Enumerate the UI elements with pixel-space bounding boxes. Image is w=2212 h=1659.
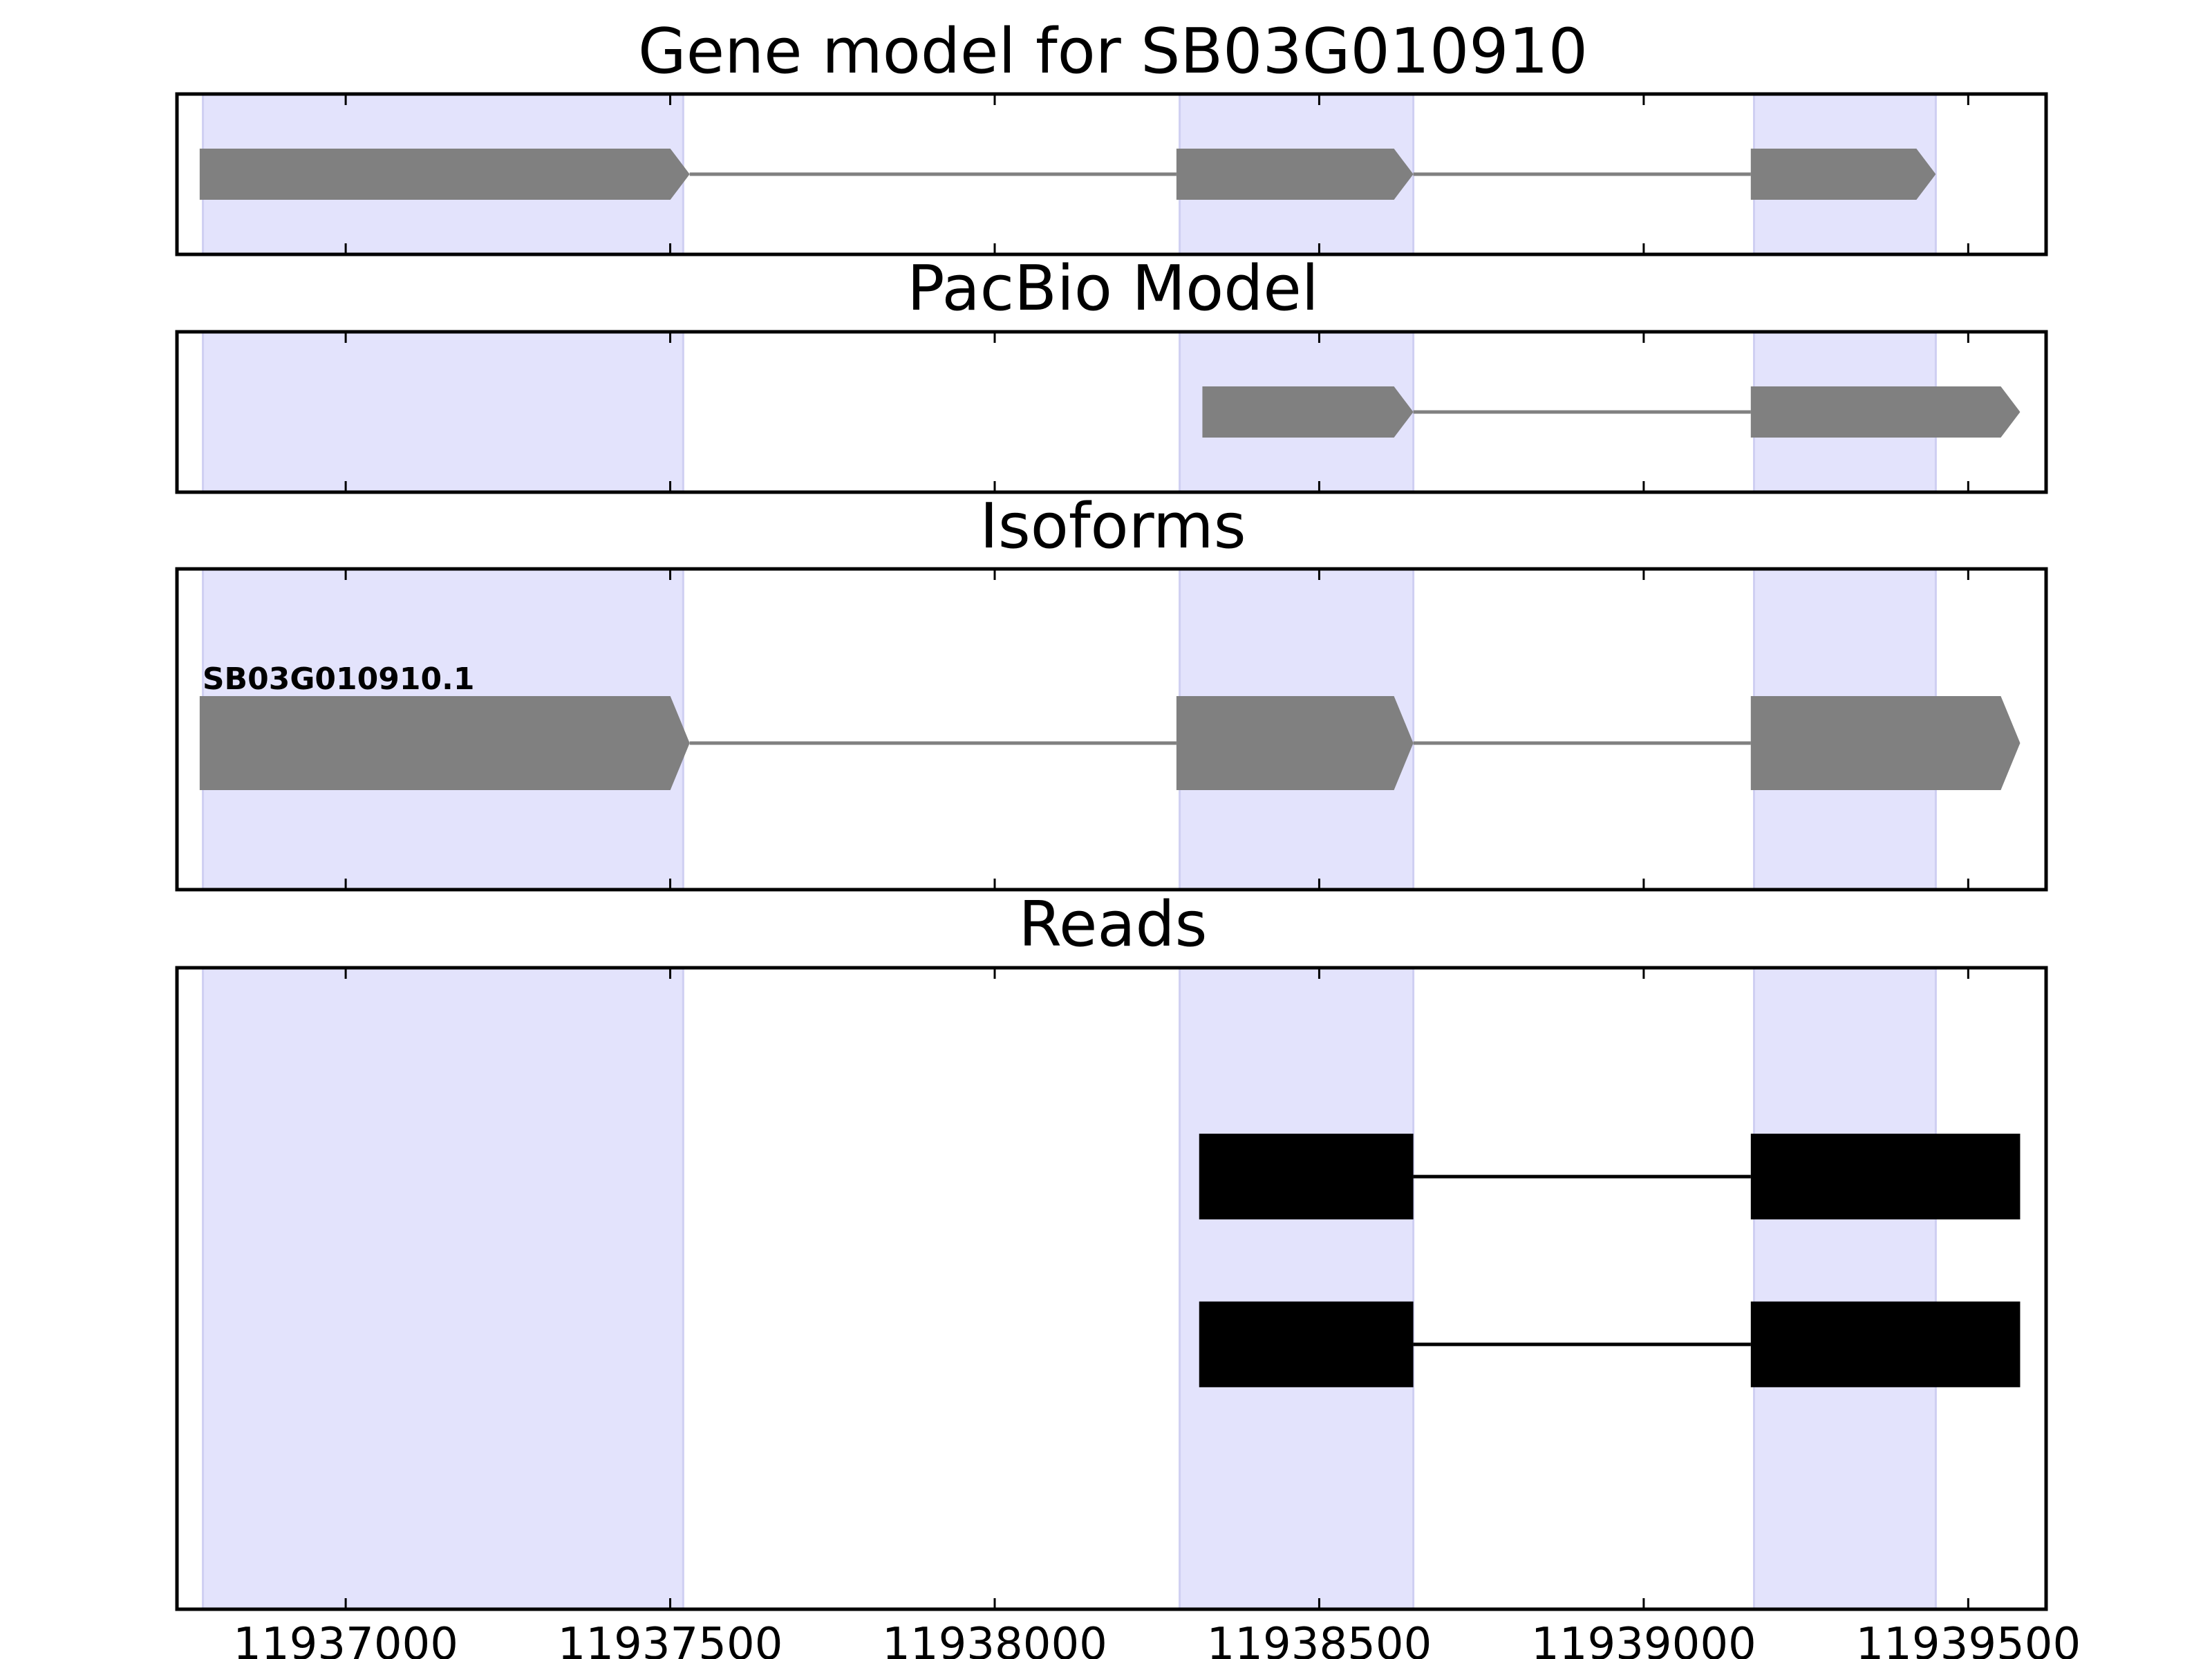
exon-shape — [1750, 695, 2021, 790]
panel-4: Reads — [175, 888, 2048, 1611]
exon-highlight-band — [202, 330, 684, 494]
exon-highlight-band — [1179, 966, 1415, 1611]
read-block — [1199, 1301, 1414, 1387]
panel-frame — [175, 567, 2048, 892]
panel-frame — [175, 330, 2048, 494]
x-tick-label: 11939000 — [1531, 1619, 1756, 1659]
exon-highlight-band — [1753, 966, 1937, 1611]
exon-shape — [1176, 149, 1414, 200]
panel-frame — [175, 92, 2048, 256]
exon-highlight-band — [202, 966, 684, 1611]
x-tick-label: 11938000 — [882, 1619, 1107, 1659]
exon-shape — [1176, 695, 1414, 790]
panel-title: Isoforms — [980, 490, 1246, 563]
panel-title: Gene model for SB03G010910 — [638, 15, 1588, 88]
panel-1: Gene model for SB03G010910 — [175, 15, 2048, 256]
x-tick-label: 11938500 — [1207, 1619, 1432, 1659]
read-block — [1750, 1301, 2021, 1387]
read-block — [1199, 1134, 1414, 1220]
panel-3: SB03G010910.1 Isoforms — [175, 490, 2048, 892]
panel-title: Reads — [1018, 888, 1207, 961]
x-tick-label: 11939500 — [1855, 1619, 2081, 1659]
exon-shape — [199, 149, 690, 200]
exon-shape — [1750, 386, 2021, 438]
x-tick-label: 11937500 — [558, 1619, 783, 1659]
panel-title: PacBio Model — [907, 252, 1319, 325]
read-block — [1750, 1134, 2021, 1220]
exon-shape — [1750, 149, 1936, 200]
panel-frame — [175, 966, 2048, 1611]
panel-2: PacBio Model — [175, 252, 2048, 494]
x-tick-label: 11937000 — [233, 1619, 458, 1659]
isoform-label: SB03G010910.1 — [203, 662, 475, 697]
exon-shape — [199, 695, 690, 790]
exon-shape — [1202, 386, 1414, 438]
